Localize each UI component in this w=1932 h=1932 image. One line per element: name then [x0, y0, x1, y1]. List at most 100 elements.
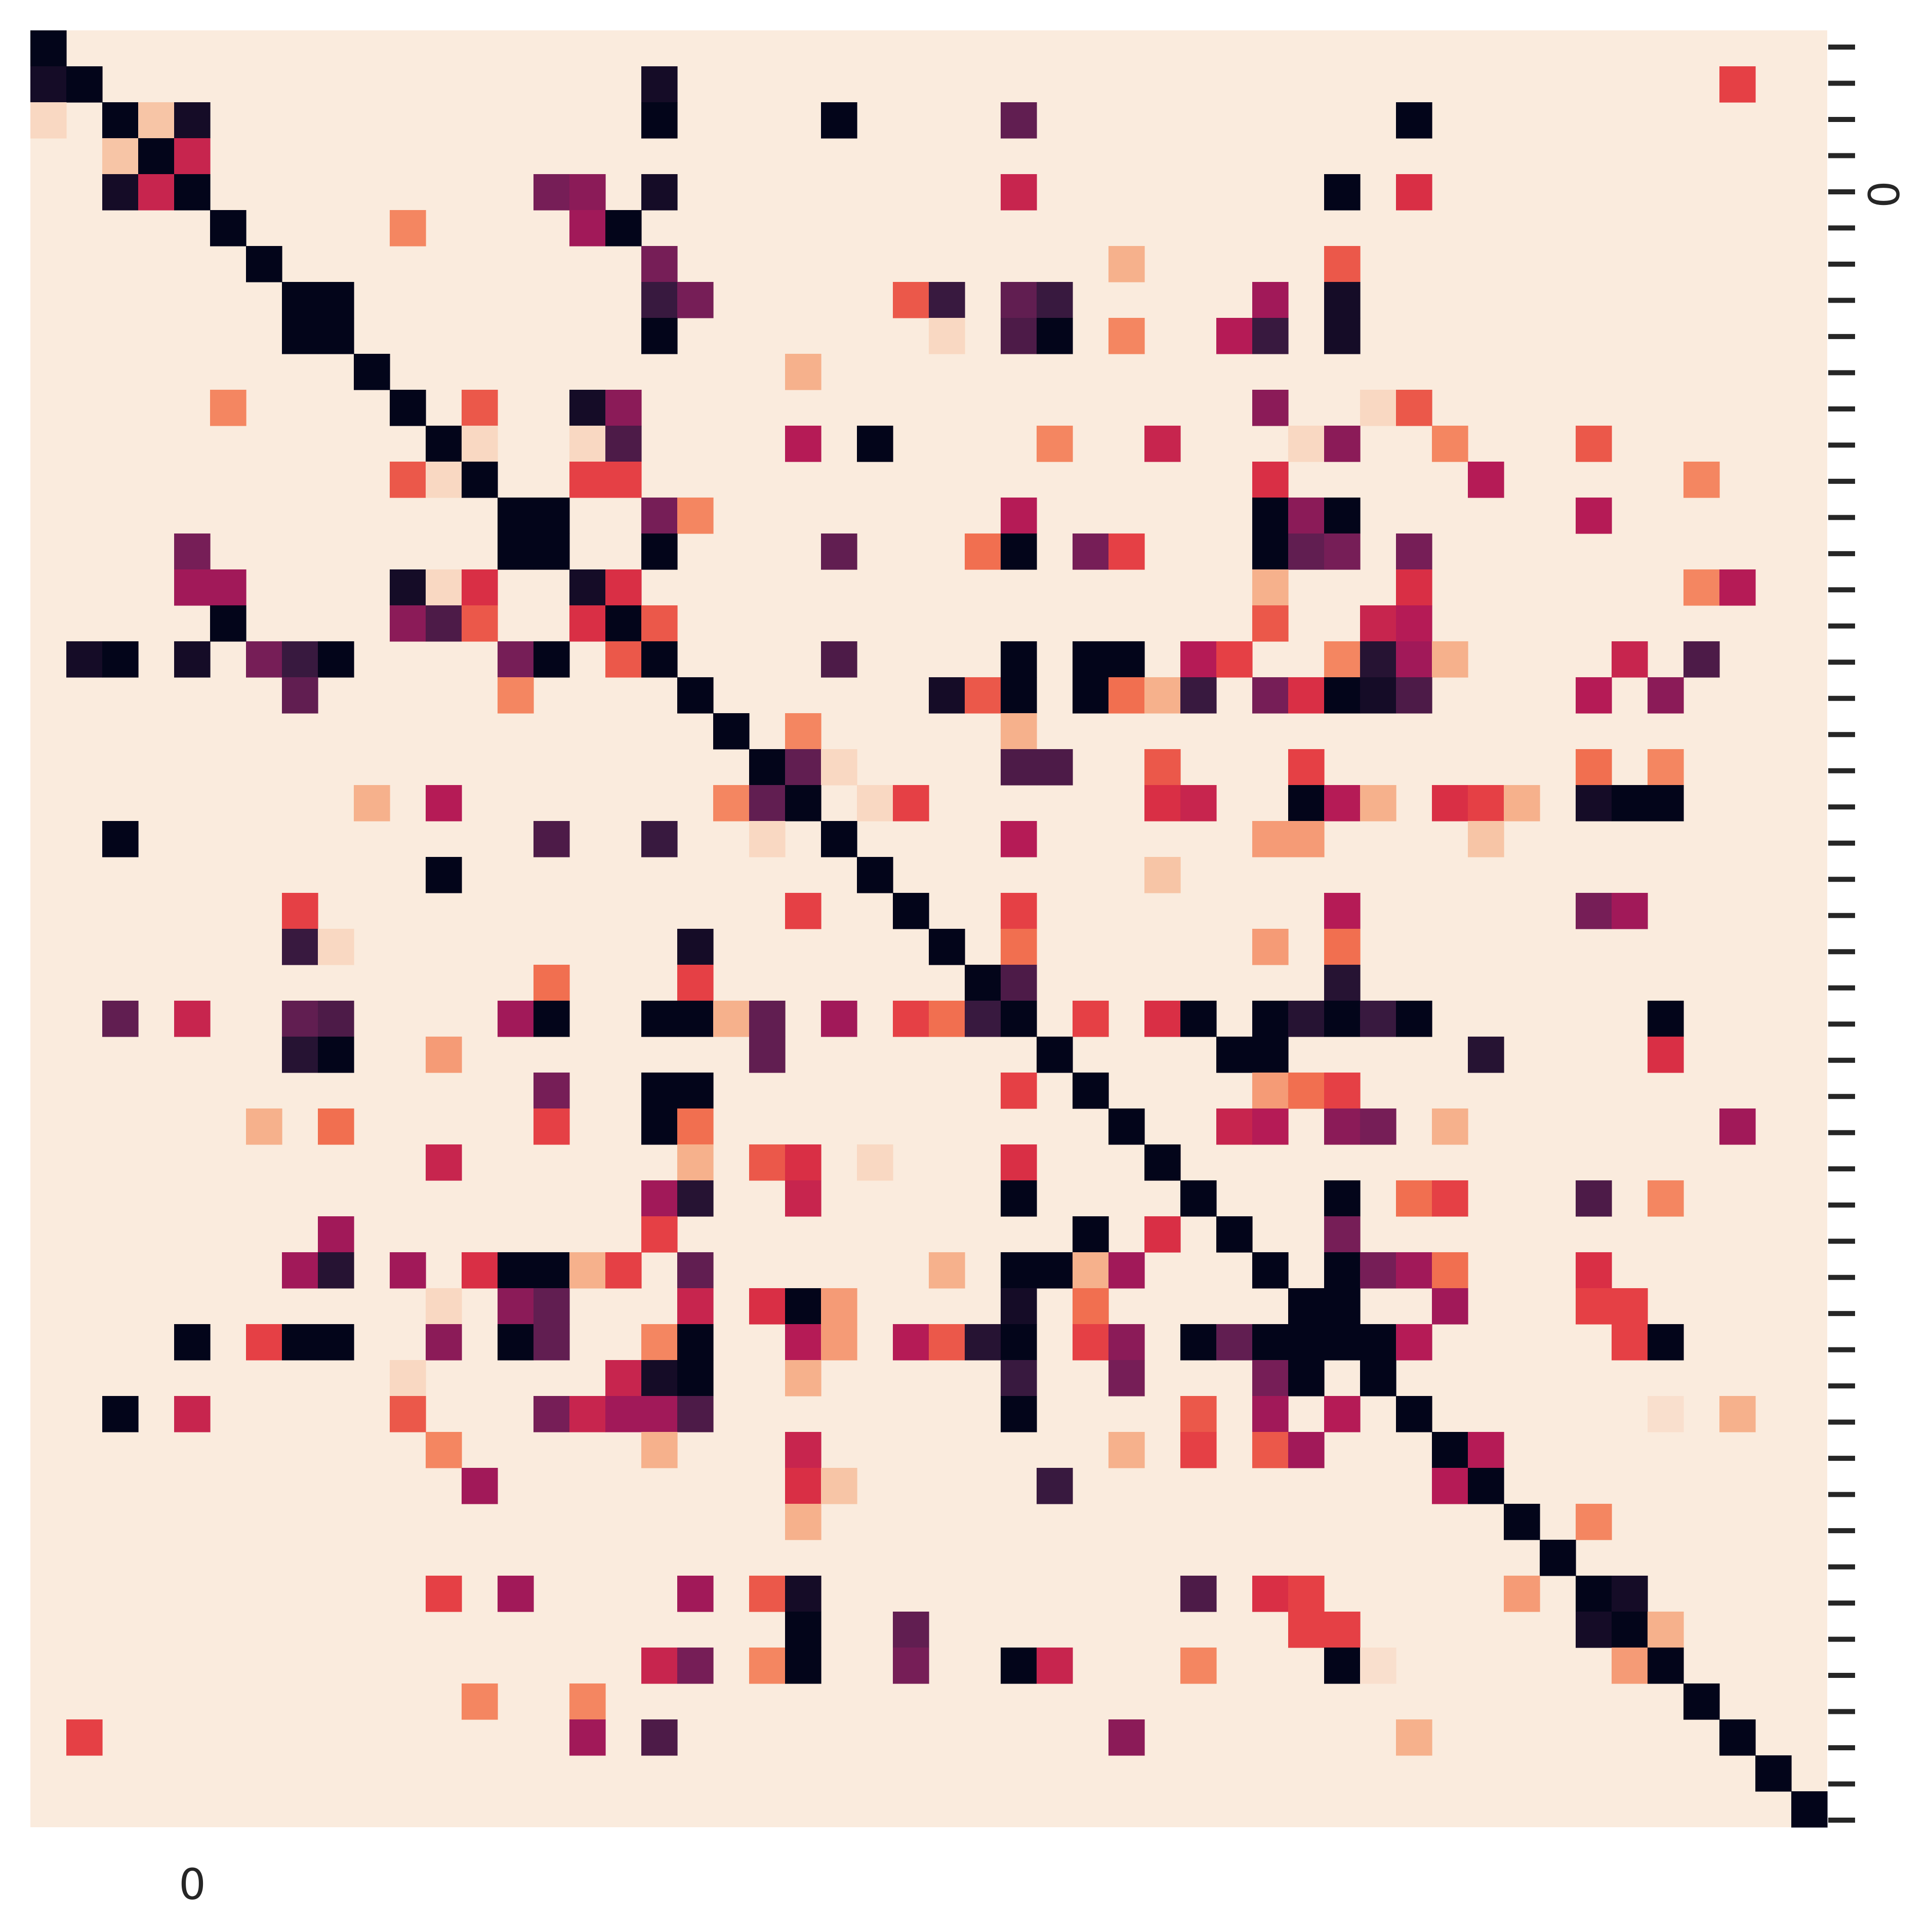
heatmap-cell: [1144, 749, 1181, 786]
heatmap-cell: [174, 174, 211, 211]
heatmap-cell: [821, 641, 857, 678]
heatmap-cell: [246, 641, 282, 678]
heatmap-cell: [1108, 641, 1145, 678]
heatmap-cell: [318, 318, 354, 354]
heatmap-cell: [1324, 1396, 1361, 1432]
heatmap-cell: [462, 390, 498, 426]
heatmap-cell: [426, 462, 462, 498]
heatmap-cell: [1144, 677, 1181, 714]
heatmap-cell: [533, 1001, 570, 1037]
heatmap-cell: [282, 641, 318, 678]
heatmap-cell: [1324, 893, 1361, 929]
heatmap-cell: [1108, 246, 1145, 282]
heatmap-cell: [498, 1001, 534, 1037]
heatmap-cell: [1324, 318, 1361, 354]
heatmap-cell: [929, 1252, 965, 1289]
heatmap-cell: [677, 282, 714, 318]
heatmap-cell: [210, 390, 246, 426]
heatmap-cell: [66, 66, 103, 103]
heatmap-cell: [210, 569, 246, 606]
heatmap-cell: [1073, 1073, 1109, 1109]
heatmap-cell: [1180, 1576, 1217, 1612]
heatmap-cell: [749, 1001, 786, 1037]
heatmap-cell: [1001, 713, 1037, 750]
heatmap-cell: [641, 1432, 678, 1468]
heatmap-cell: [785, 1324, 821, 1361]
heatmap-cell: [713, 713, 750, 750]
heatmap-cell: [1073, 1001, 1109, 1037]
heatmap-cell: [1252, 1073, 1289, 1109]
heatmap-cell: [390, 1252, 426, 1289]
heatmap-cell: [1755, 1755, 1792, 1792]
heatmap-cell: [677, 929, 714, 965]
heatmap-cell: [390, 210, 426, 246]
heatmap-cell: [1324, 1324, 1361, 1361]
heatmap-cell: [1001, 533, 1037, 570]
heatmap-cell: [1288, 821, 1325, 857]
heatmap-cell: [1001, 677, 1037, 714]
heatmap-cell: [1719, 66, 1756, 103]
heatmap-cell: [821, 102, 857, 139]
heatmap-cell: [1288, 1576, 1325, 1612]
heatmap-cell: [1432, 1108, 1468, 1145]
heatmap-cell: [1791, 1791, 1828, 1828]
heatmap-cell: [965, 677, 1001, 714]
heatmap-cell: [1648, 1648, 1684, 1684]
heatmap-cell: [1396, 174, 1432, 211]
heatmap-cell: [1396, 605, 1432, 642]
heatmap-cell: [1324, 1108, 1361, 1145]
heatmap-cell: [1252, 1432, 1289, 1468]
heatmap-cell: [318, 1324, 354, 1361]
heatmap-cell: [174, 102, 211, 139]
heatmap-cell: [102, 821, 139, 857]
y-axis-ticks: [1828, 45, 1855, 1823]
heatmap-cell: [1001, 1144, 1037, 1181]
heatmap-cell: [1252, 1037, 1289, 1073]
heatmap-cell: [1324, 246, 1361, 282]
heatmap-cell: [498, 1324, 534, 1361]
heatmap-cell: [498, 1576, 534, 1612]
heatmap-cell: [1288, 1432, 1325, 1468]
heatmap-cell: [1001, 318, 1037, 354]
heatmap-cell: [1108, 1324, 1145, 1361]
heatmap-cell: [426, 1576, 462, 1612]
heatmap-cell: [1612, 641, 1648, 678]
heatmap-cell: [1396, 677, 1432, 714]
heatmap-cell: [857, 426, 893, 462]
heatmap-cell: [318, 282, 354, 318]
heatmap-cell: [893, 785, 929, 821]
heatmap-cell: [1432, 1288, 1468, 1325]
heatmap-cell: [1360, 785, 1396, 821]
heatmap-cell: [1324, 1216, 1361, 1253]
heatmap-cell: [605, 1396, 642, 1432]
heatmap-cell: [785, 785, 821, 821]
heatmap-cell: [1001, 282, 1037, 318]
heatmap-cell: [1001, 893, 1037, 929]
heatmap-cell: [1001, 174, 1037, 211]
heatmap-cell: [1396, 1719, 1432, 1756]
heatmap-cell: [1576, 1288, 1612, 1325]
heatmap-cell: [533, 1324, 570, 1361]
heatmap-cell: [1576, 498, 1612, 534]
heatmap-cell: [462, 426, 498, 462]
heatmap-cell: [677, 1324, 714, 1361]
heatmap-cell: [1073, 1252, 1109, 1289]
heatmap-cell: [785, 1612, 821, 1648]
heatmap-cell: [1504, 1504, 1540, 1540]
heatmap-cell: [1252, 1252, 1289, 1289]
heatmap-cell: [569, 174, 606, 211]
heatmap-cell: [1252, 929, 1289, 965]
heatmap-cell: [1468, 1037, 1504, 1073]
heatmap-cell: [1252, 569, 1289, 606]
x-tick-label: 0: [179, 1860, 205, 1909]
heatmap-cell: [1108, 1360, 1145, 1396]
heatmap-cell: [785, 1576, 821, 1612]
heatmap-cell: [282, 282, 318, 318]
heatmap-cell: [605, 641, 642, 678]
heatmap-cell: [1288, 677, 1325, 714]
heatmap-cell: [641, 1073, 678, 1109]
heatmap-cell: [569, 1252, 606, 1289]
heatmap-cell: [1252, 390, 1289, 426]
heatmap-cell: [102, 174, 139, 211]
heatmap-cell: [677, 1360, 714, 1396]
